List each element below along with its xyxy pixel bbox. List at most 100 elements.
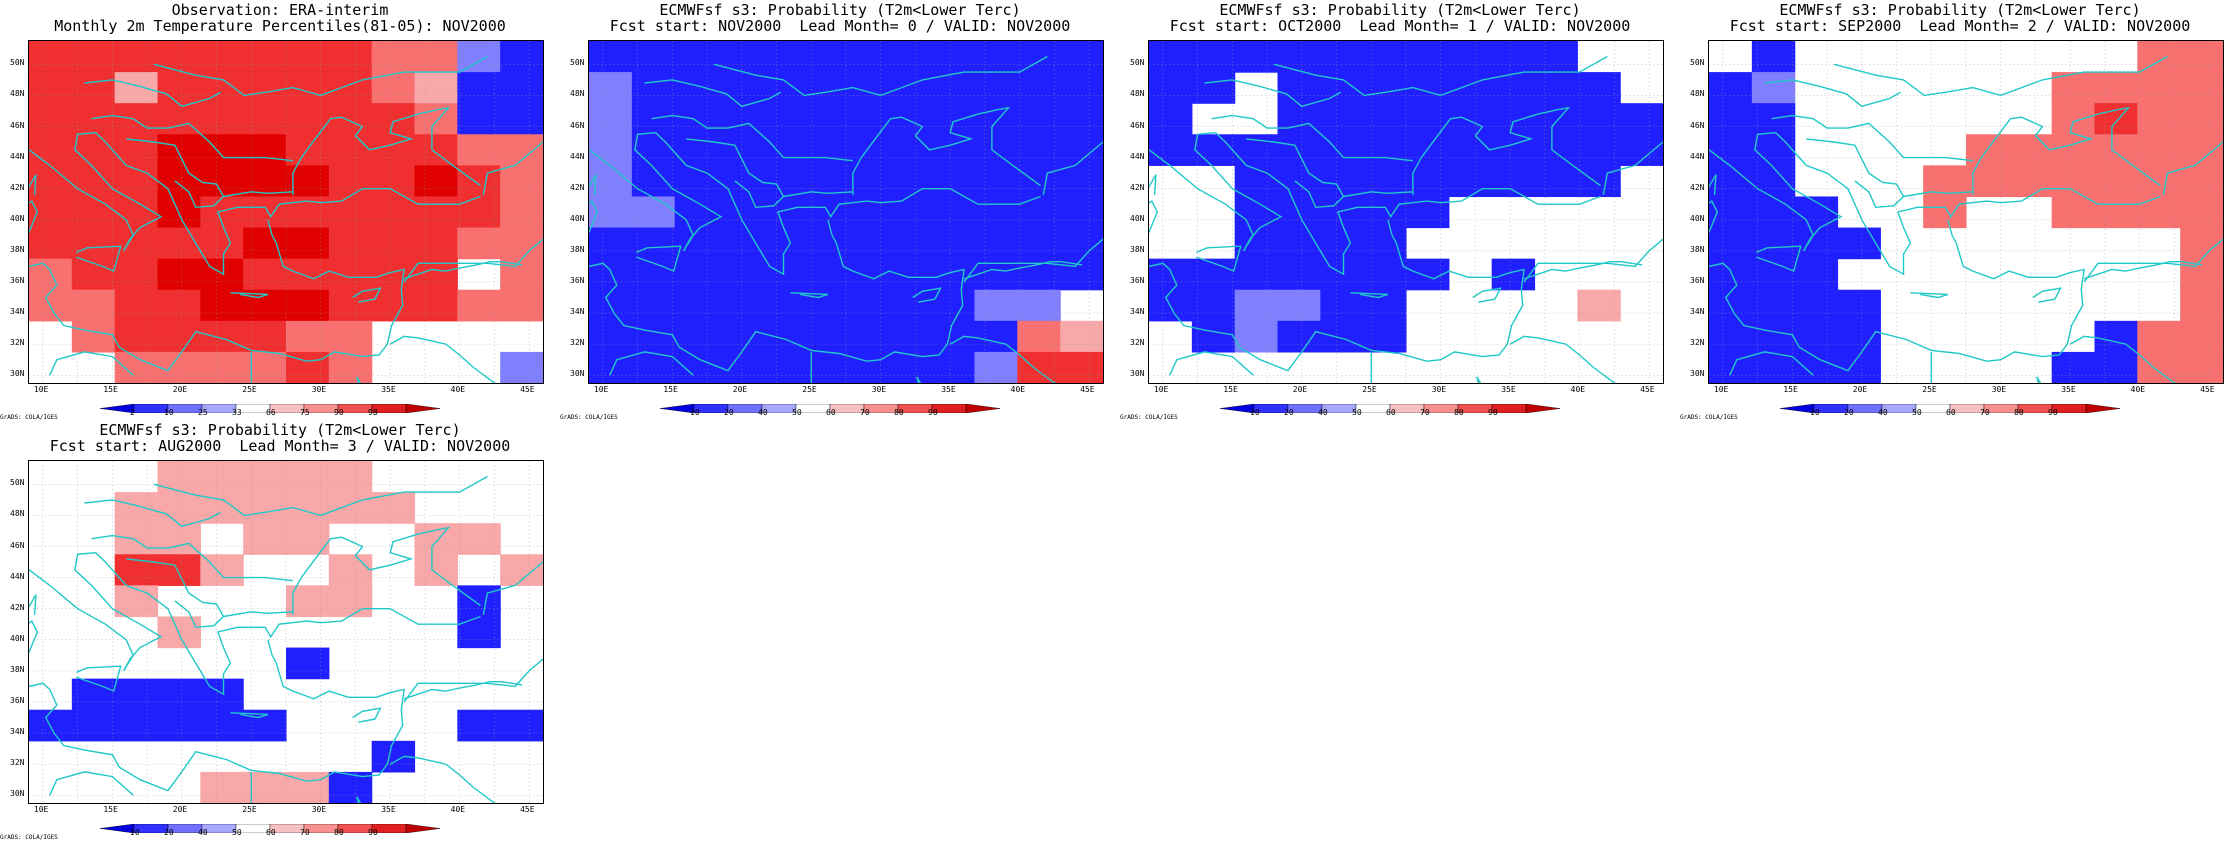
coastline (1472, 287, 1502, 303)
coastline (651, 114, 853, 162)
grid-cell (200, 320, 244, 353)
lon-tick-label: 25E (1922, 385, 1937, 394)
grid-cell (1794, 320, 1839, 353)
grid-cell (414, 227, 458, 260)
grid-cell (760, 227, 804, 260)
grid-cell (846, 227, 890, 260)
grid-cell (589, 103, 633, 135)
grid-cell (2051, 103, 2096, 135)
lat-tick-label: 48N (10, 89, 25, 99)
map-svg (589, 41, 1103, 383)
grid-cell (674, 72, 719, 104)
grid-cell (1149, 103, 1193, 135)
grid-cell (1234, 134, 1279, 166)
grid-cell (1491, 165, 1536, 198)
grid-cell (803, 320, 847, 353)
lon-tick-label: 25E (802, 385, 817, 394)
lat-tick-label: 38N (1130, 244, 1145, 254)
grid-cell (457, 289, 501, 322)
coastline (223, 191, 293, 198)
grid-cell (29, 134, 73, 166)
grid-cell (71, 134, 116, 166)
map-svg (29, 461, 543, 803)
grid-cell (631, 320, 676, 353)
coastline (1523, 260, 1643, 280)
grid-cell (1363, 196, 1407, 229)
grid-cell (1751, 134, 1796, 166)
lon-tick-label: 10E (33, 385, 49, 394)
panel-title-line2: Fcst start: AUG2000 Lead Month= 3 / VALI… (49, 437, 511, 455)
credit-text: GrADS: COLA/IGES (0, 834, 58, 841)
grid-cell (1577, 134, 1621, 166)
lat-tick-label: 30N (10, 789, 25, 799)
lat-tick-label: 44N (1130, 151, 1145, 161)
colorbar-segment (965, 403, 1001, 414)
map-area (28, 460, 544, 804)
grid-cell (371, 103, 416, 135)
coastline (482, 560, 543, 616)
colorbar-label: 80 (2014, 408, 2024, 417)
grid-cell (2094, 72, 2138, 104)
lat-tick-label: 44N (570, 151, 585, 161)
grid-cell (631, 41, 676, 73)
grid-cell (1191, 72, 1236, 104)
coastline (589, 200, 599, 233)
grid-cell (931, 103, 976, 135)
grid-cell (974, 72, 1018, 104)
grid-cell (328, 227, 373, 260)
colorbar-label: 70 (300, 828, 310, 837)
lat-tick-label: 50N (1690, 58, 1705, 68)
grid-cell (2051, 196, 2096, 229)
lon-tick-label: 35E (941, 385, 956, 394)
map-svg (1709, 41, 2223, 383)
grid-cell (2094, 103, 2138, 135)
grid-cell (1620, 103, 1663, 135)
grid-cell (1577, 72, 1621, 104)
grid-cell (1751, 196, 1796, 229)
grid-cell (760, 320, 804, 353)
grid-cell (157, 492, 201, 524)
grid-cell (114, 709, 159, 742)
coastline (2083, 238, 2223, 283)
colorbar-label: 50 (1352, 408, 1362, 417)
grid-cell (1017, 72, 1061, 104)
lon-tick-label: 20E (732, 385, 748, 394)
coastline (1195, 245, 1242, 273)
grid-cell (1837, 227, 1881, 260)
grid-cell (1149, 134, 1193, 166)
grid-cell (1794, 196, 1839, 229)
credit-text: GrADS: COLA/IGES (0, 414, 58, 421)
coastline (912, 287, 942, 303)
grid-cell (1751, 351, 1796, 383)
grid-cell (1017, 41, 1061, 73)
lat-tick-label: 34N (1690, 307, 1705, 317)
coastline (1149, 131, 1601, 276)
grid-cell (29, 196, 73, 229)
grid-cell (1448, 134, 1493, 166)
lon-tick-label: 45E (520, 805, 535, 814)
lat-tick-label: 50N (570, 58, 585, 68)
lon-tick-label: 25E (242, 805, 257, 814)
grid-cell (157, 227, 201, 260)
grid-cell (500, 165, 543, 198)
grid-cell (674, 351, 719, 383)
grid-cell (500, 351, 543, 383)
coastline (403, 238, 543, 283)
grid-cell (114, 351, 159, 383)
lon-tick-label: 35E (381, 805, 396, 814)
grid-cell (931, 165, 976, 198)
grid-cell (888, 289, 933, 322)
grid-cell (846, 289, 890, 322)
grid-cell (589, 258, 633, 291)
lat-tick-label: 40N (1130, 213, 1145, 223)
lat-tick-label: 50N (10, 58, 25, 68)
coastline (153, 55, 488, 97)
grid-cell (2180, 196, 2223, 229)
grid-cell (1277, 289, 1321, 322)
lat-tick-label: 48N (10, 509, 25, 519)
coastline (1602, 140, 1663, 196)
coastline (292, 526, 481, 615)
lat-tick-label: 42N (1690, 182, 1705, 192)
grid-cell (1149, 72, 1193, 104)
lat-tick-label: 46N (1690, 120, 1705, 130)
